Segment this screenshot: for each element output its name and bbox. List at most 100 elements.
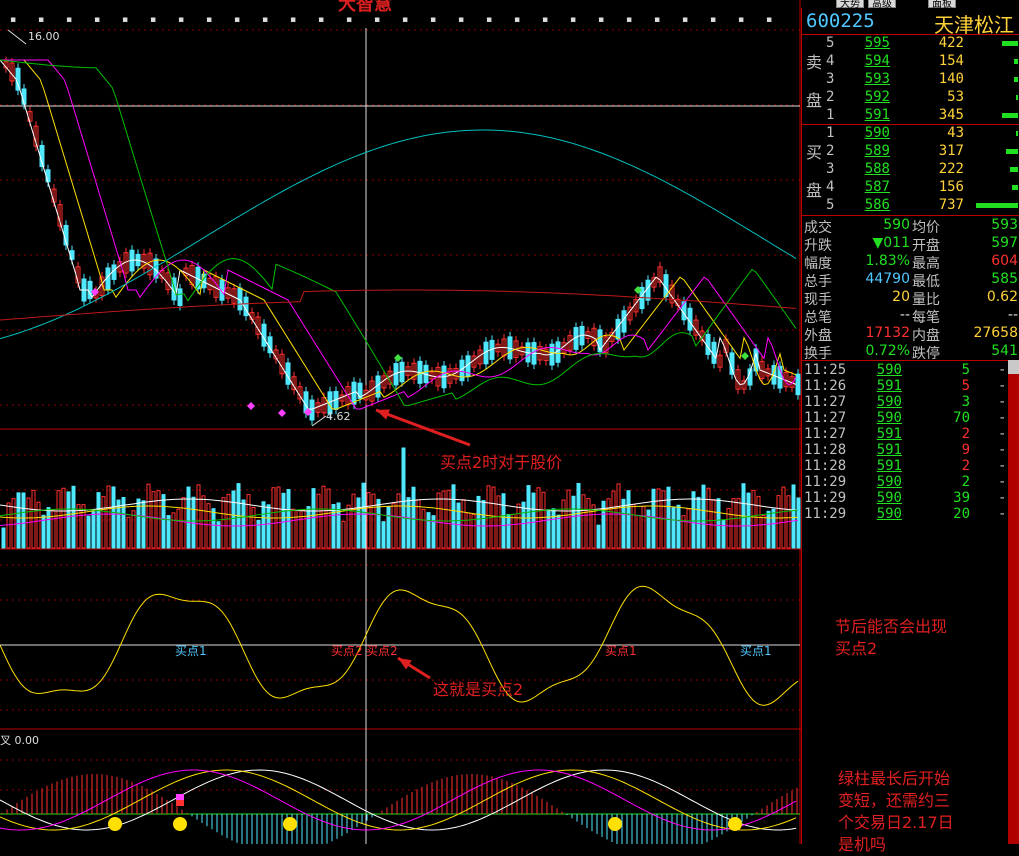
volume-bar — [1012, 185, 1018, 190]
sell-order-book: 卖 盘 5 595 422 4 594 154 3 593 140 2 592 53 1 591 345 — [802, 35, 1019, 125]
buy-level-row[interactable]: 4 587 156 — [802, 179, 1019, 197]
volume-bar — [526, 485, 531, 549]
tick-time: 11:27 — [804, 410, 847, 426]
tick-direction: - — [998, 442, 1007, 458]
divider — [802, 360, 1019, 361]
sell-level-row[interactable]: 1 591 345 — [802, 107, 1019, 125]
volume-bar — [136, 498, 141, 549]
volume-bar — [401, 447, 406, 549]
volume-bar — [596, 524, 601, 549]
volume-bar — [406, 497, 411, 549]
stat-row: 总笔 -- 每笔 -- — [802, 307, 1019, 326]
volume-bar — [521, 501, 526, 549]
price-low-pointer — [311, 415, 327, 427]
annotation-price-buy2: 买点2时对于股价 — [440, 453, 563, 472]
tick-volume: 2 — [961, 474, 970, 490]
tick-volume: 2 — [961, 426, 970, 442]
sell-level-row[interactable]: 5 595 422 — [802, 35, 1019, 53]
volume-bar — [456, 502, 461, 549]
level: 3 — [826, 71, 835, 87]
scroll-up-button[interactable] — [1008, 360, 1019, 374]
tick-volume: 5 — [961, 362, 970, 378]
stat-label: 最低 — [912, 274, 940, 290]
volume-bar — [371, 493, 376, 549]
volume-bar — [366, 492, 371, 549]
volume-bar — [66, 491, 71, 549]
volume-bar — [281, 492, 286, 549]
event-marker: ▪ — [682, 15, 688, 25]
volume-bar — [701, 484, 706, 549]
volume-bar — [471, 514, 476, 549]
toolbar-button-advanced[interactable]: 高级 — [868, 0, 896, 10]
macd-label: 叉 0.00 — [0, 734, 39, 747]
volume-bar — [611, 490, 616, 549]
volume-bar — [286, 489, 291, 549]
stat-row: 幅度 1.83% 最高 604 — [802, 253, 1019, 272]
candle-body — [729, 352, 735, 375]
volume-bar — [441, 490, 446, 549]
sell-level-row[interactable]: 3 593 140 — [802, 71, 1019, 89]
volume: 156 — [938, 179, 964, 195]
tick-time: 11:27 — [804, 426, 847, 442]
moving-average-line — [0, 59, 797, 407]
volume-ma-line — [0, 505, 799, 519]
level: 4 — [826, 53, 835, 69]
level: 3 — [826, 161, 835, 177]
tick-direction: - — [998, 458, 1007, 474]
buy-level-row[interactable]: 2 589 317 — [802, 143, 1019, 161]
volume-bar — [351, 493, 356, 549]
tick-time: 11:25 — [804, 362, 847, 378]
event-marker: ▪ — [486, 15, 492, 25]
volume-bar — [241, 499, 246, 549]
volume-bar — [466, 512, 471, 549]
tick-time: 11:29 — [804, 506, 847, 522]
volume-bar — [761, 515, 766, 549]
volume-bar — [76, 504, 81, 549]
volume-bar — [246, 494, 251, 549]
volume-bar — [56, 490, 61, 549]
volume-bar — [1016, 95, 1018, 100]
tick-row: 11:29 590 2 - — [802, 474, 1019, 490]
volume: 317 — [938, 143, 964, 159]
volume-ma-line — [0, 508, 799, 522]
sell-level-row[interactable]: 2 592 53 — [802, 89, 1019, 107]
volume-bar — [386, 506, 391, 549]
smiley-icon — [108, 817, 122, 831]
volume-bar — [531, 492, 536, 549]
tick-volume: 20 — [953, 506, 970, 522]
volume-bar — [1010, 167, 1018, 172]
stock-chart-area[interactable]: ▪ ▪ ▪ ▪ ▪ ▪ ▪ ▪ ▪ ▪ ▪ ▪ ▪ ▪ ▪ ▪ ▪ ▪ ▪ ▪ ▪ ▪ ▪ ▪ ▪ ▪ ▪ ▪ 16.00 4.62 买点1… — [0, 0, 801, 844]
volume: 43 — [947, 125, 964, 141]
buy-level-row[interactable]: 1 590 43 — [802, 125, 1019, 143]
volume-bar — [706, 487, 711, 549]
oscillator-line — [0, 585, 799, 706]
tick-row: 11:26 591 5 - — [802, 378, 1019, 394]
volume-bar — [1016, 131, 1018, 136]
stat-value: -- — [1007, 307, 1018, 323]
tick-time: 11:29 — [804, 490, 847, 506]
volume-bar — [736, 498, 741, 549]
tick-price: 590 — [876, 362, 902, 378]
tick-time: 11:29 — [804, 474, 847, 490]
tick-row: 11:28 591 2 - — [802, 458, 1019, 474]
buy-level-row[interactable]: 5 586 737 — [802, 197, 1019, 215]
tick-row: 11:27 591 2 - — [802, 426, 1019, 442]
toolbar-button-market[interactable]: 大势 — [836, 0, 864, 10]
toolbar-button-panel[interactable]: 面板 — [928, 0, 956, 10]
event-marker: ▪ — [430, 15, 436, 25]
price: 592 — [864, 89, 890, 105]
volume-bar — [546, 509, 551, 549]
buy-level-row[interactable]: 3 588 222 — [802, 161, 1019, 179]
event-marker: ▪ — [318, 15, 324, 25]
volume-bar — [151, 491, 156, 549]
price: 587 — [864, 179, 890, 195]
candle-body — [357, 382, 363, 399]
smiley-icon — [728, 817, 742, 831]
sell-level-row[interactable]: 4 594 154 — [802, 53, 1019, 71]
tick-price: 590 — [876, 474, 902, 490]
volume-bar — [21, 492, 26, 549]
tick-scrollbar[interactable] — [1008, 360, 1019, 844]
volume-bar — [181, 497, 186, 549]
volume-bar — [176, 508, 181, 549]
event-marker: ▪ — [66, 15, 72, 25]
